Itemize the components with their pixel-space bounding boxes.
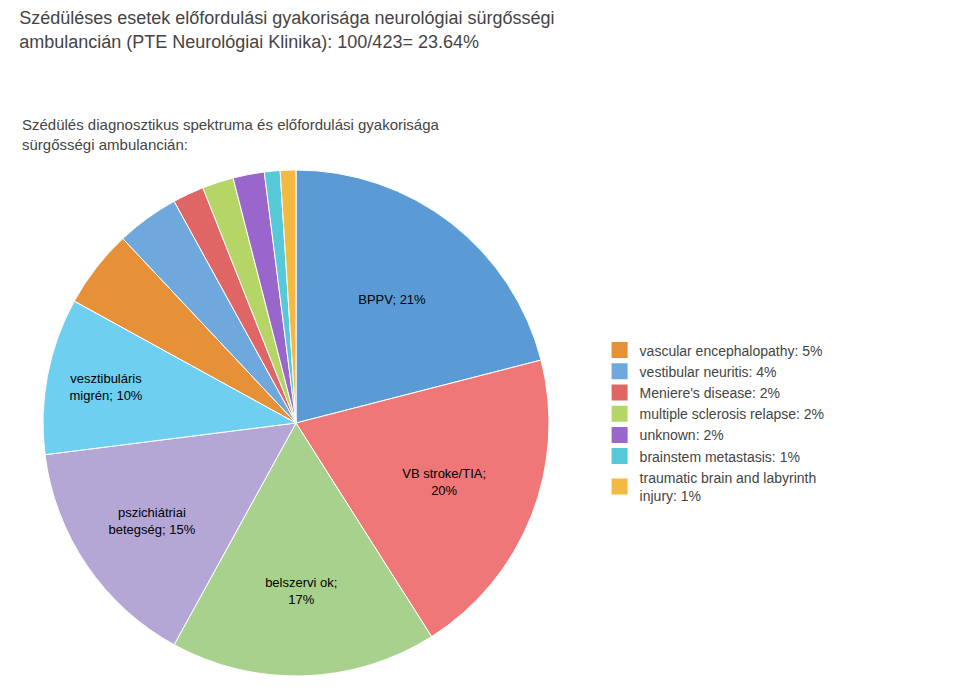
svg-text:pszichiátriaibetegség; 15%: pszichiátriaibetegség; 15%	[108, 505, 195, 537]
svg-text:vascular encephalopathy: 5%: vascular encephalopathy: 5%	[640, 343, 823, 359]
svg-text:unknown: 2%: unknown: 2%	[640, 427, 724, 443]
svg-text:Meniere's disease: 2%: Meniere's disease: 2%	[640, 385, 780, 401]
svg-text:vestibular neuritis: 4%: vestibular neuritis: 4%	[640, 364, 777, 380]
svg-text:VB stroke/TIA;20%: VB stroke/TIA;20%	[402, 466, 486, 498]
svg-text:BPPV; 21%: BPPV; 21%	[358, 292, 426, 307]
svg-text:brainstem metastasis: 1%: brainstem metastasis: 1%	[640, 449, 800, 465]
svg-text:multiple sclerosis relapse: 2%: multiple sclerosis relapse: 2%	[640, 406, 824, 422]
svg-text:belszervi ok;17%: belszervi ok;17%	[265, 575, 337, 607]
svg-text:Szédüléses esetek előfordulási: Szédüléses esetek előfordulási gyakorisá…	[19, 8, 554, 51]
svg-text:traumatic brain and labyrinthi: traumatic brain and labyrinthinjury: 1%	[640, 470, 817, 504]
svg-text:Szédülés diagnosztikus spektru: Szédülés diagnosztikus spektruma és előf…	[22, 116, 440, 153]
svg-text:vesztibulárismigrén; 10%: vesztibulárismigrén; 10%	[69, 371, 142, 403]
